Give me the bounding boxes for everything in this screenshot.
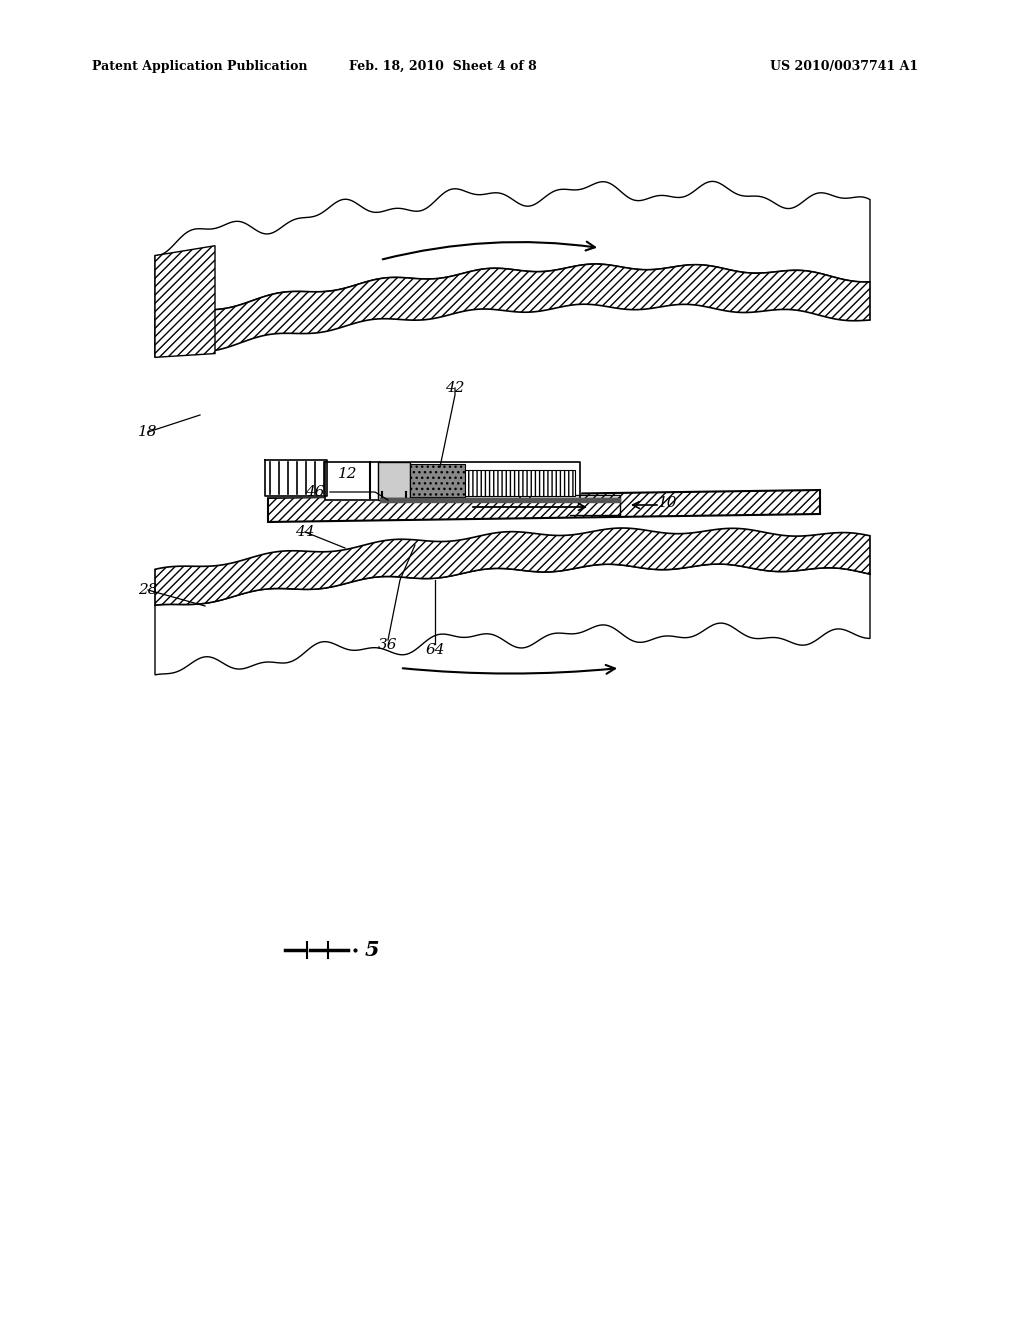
Polygon shape xyxy=(155,528,870,605)
Text: 64: 64 xyxy=(425,643,444,657)
Text: 28: 28 xyxy=(138,583,158,597)
Text: Feb. 18, 2010  Sheet 4 of 8: Feb. 18, 2010 Sheet 4 of 8 xyxy=(349,59,537,73)
Polygon shape xyxy=(380,498,620,502)
Polygon shape xyxy=(325,462,580,500)
Text: 46: 46 xyxy=(305,484,325,499)
Polygon shape xyxy=(155,181,870,319)
Polygon shape xyxy=(265,459,327,496)
Polygon shape xyxy=(155,564,870,675)
Text: 12: 12 xyxy=(338,467,357,480)
Text: 5: 5 xyxy=(365,940,380,960)
Text: 18: 18 xyxy=(138,425,158,440)
Polygon shape xyxy=(155,264,870,358)
Text: 44: 44 xyxy=(295,525,314,539)
Polygon shape xyxy=(268,490,820,521)
Polygon shape xyxy=(378,462,410,500)
Text: US 2010/0037741 A1: US 2010/0037741 A1 xyxy=(770,59,919,73)
Text: 36: 36 xyxy=(378,638,397,652)
Polygon shape xyxy=(465,470,575,496)
Text: 10: 10 xyxy=(658,496,678,510)
Polygon shape xyxy=(155,246,215,358)
Text: 42: 42 xyxy=(445,381,465,395)
Polygon shape xyxy=(410,465,465,498)
Text: Patent Application Publication: Patent Application Publication xyxy=(92,59,307,73)
